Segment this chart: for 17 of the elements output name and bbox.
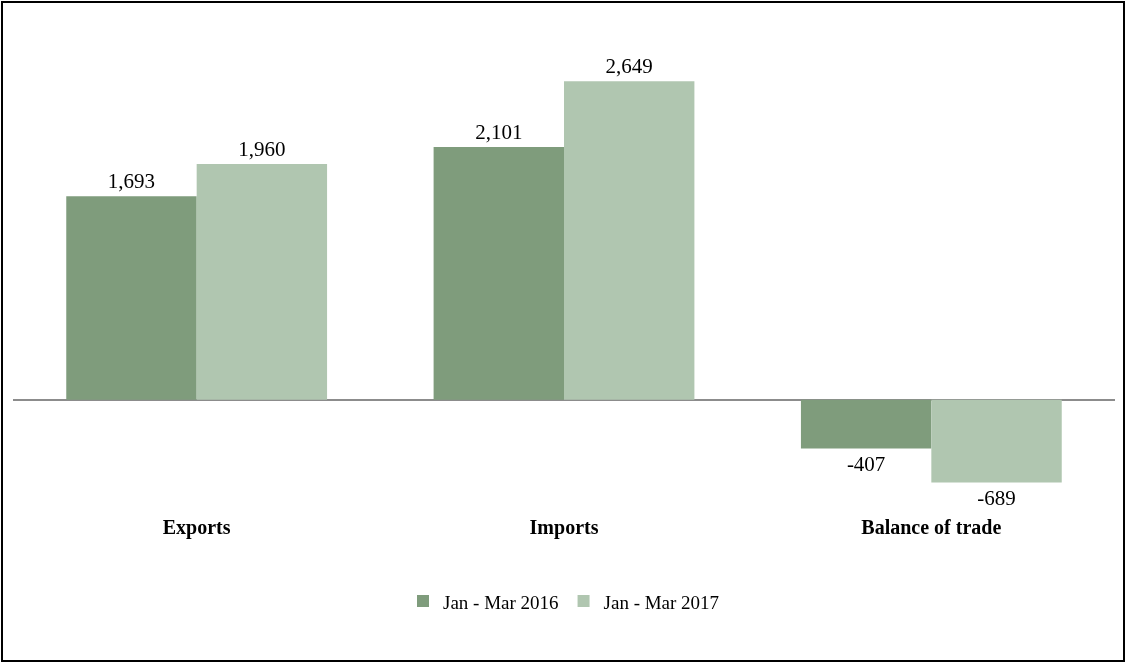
legend-label: Jan - Mar 2017 xyxy=(603,591,720,613)
data-label: 1,960 xyxy=(238,137,286,162)
bar xyxy=(931,399,1062,483)
data-label: 2,101 xyxy=(475,120,523,145)
bar xyxy=(66,196,197,400)
x-tick-label: Balance of trade xyxy=(861,516,1002,538)
x-tick-label: Exports xyxy=(162,516,231,539)
data-label: 2,649 xyxy=(605,54,653,79)
bar xyxy=(433,147,564,400)
bar xyxy=(564,81,695,400)
bar xyxy=(196,164,328,400)
legend-label: Jan - Mar 2016 xyxy=(443,591,559,613)
data-label: -689 xyxy=(977,485,1016,510)
x-tick-label: Imports xyxy=(529,516,599,539)
bar xyxy=(800,399,932,449)
data-label: 1,693 xyxy=(107,169,156,194)
data-label: -407 xyxy=(846,451,886,476)
